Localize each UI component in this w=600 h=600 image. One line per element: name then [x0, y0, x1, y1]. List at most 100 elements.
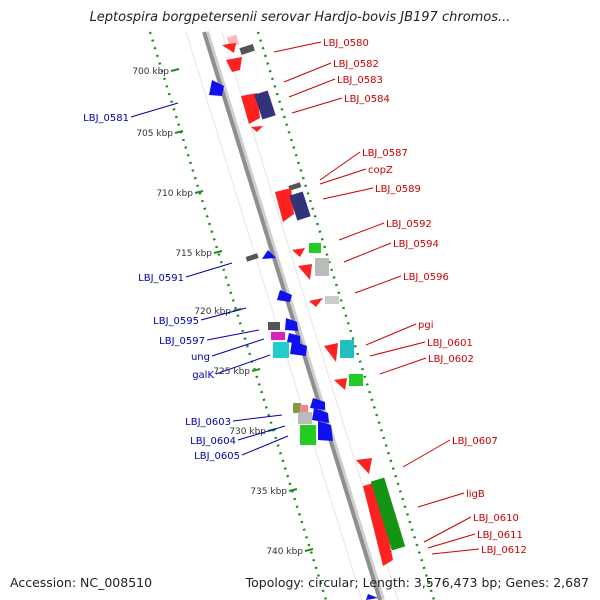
gene-arrow — [290, 341, 307, 356]
gene-label[interactable]: ung — [191, 352, 210, 363]
kbp-tick-label: 735 kbp — [250, 487, 287, 497]
gene-arrow — [241, 93, 260, 124]
gene-arrow — [309, 298, 323, 307]
kbp-tick-mark — [174, 130, 184, 134]
gene-block — [325, 296, 339, 304]
gene-leader-line — [206, 329, 260, 341]
kbp-tick-label: 715 kbp — [175, 249, 212, 259]
gene-arrow — [366, 594, 378, 600]
gene-arrow — [209, 80, 224, 96]
gene-label[interactable]: pgi — [418, 320, 433, 331]
gene-leader-line — [241, 435, 289, 456]
gene-block — [271, 332, 285, 340]
gene-leader-line — [338, 222, 385, 241]
gene-label[interactable]: ligB — [466, 489, 485, 500]
kbp-tick-mark — [213, 250, 223, 254]
kbp-tick-label: 725 kbp — [213, 367, 250, 377]
gene-block — [245, 253, 259, 262]
map-title: Leptospira borgpetersenii serovar Hardjo… — [89, 10, 511, 25]
gene-label[interactable]: LBJ_0583 — [337, 75, 383, 86]
gene-block — [254, 90, 276, 120]
backbone — [202, 31, 382, 600]
gene-label[interactable]: LBJ_0612 — [481, 545, 527, 556]
kbp-tick-label: 710 kbp — [156, 189, 193, 199]
kbp-tick-layer: 700 kbp 705 kbp 710 kbp 715 kbp 720 kbp 725 k… — [132, 67, 314, 557]
gene-label[interactable]: LBJ_0591 — [138, 273, 184, 284]
kbp-tick-mark — [304, 548, 314, 552]
gene-arrow — [324, 343, 338, 362]
gene-label-layer: LBJ_0580 LBJ_0582 LBJ_0583 LBJ_0584 LBJ_0587… — [83, 38, 527, 556]
gene-leader-line — [185, 262, 233, 278]
gene-arrow — [310, 398, 325, 410]
gene-label[interactable]: LBJ_0603 — [185, 417, 231, 428]
gene-arrow — [251, 126, 263, 132]
gene-leader-line — [369, 341, 426, 357]
kbp-tick-mark — [288, 488, 298, 492]
gene-label[interactable]: LBJ_0580 — [323, 38, 369, 49]
gene-block — [300, 405, 308, 413]
gene-arrow — [312, 408, 329, 423]
gene-label[interactable]: LBJ_0605 — [194, 451, 240, 462]
gene-arrow — [318, 421, 333, 441]
gene-leader-line — [288, 78, 336, 98]
gene-block — [315, 258, 329, 276]
gene-label[interactable]: galK — [192, 370, 214, 381]
outer-right-track — [256, 31, 436, 600]
gene-arrow — [277, 290, 292, 302]
forward-genes — [222, 34, 406, 566]
gene-block — [289, 191, 311, 221]
gene-label[interactable]: LBJ_0594 — [393, 239, 439, 250]
gene-label[interactable]: LBJ_0595 — [153, 316, 199, 327]
gene-leader-line — [365, 323, 417, 346]
gene-label[interactable]: LBJ_0601 — [427, 338, 473, 349]
gene-label[interactable]: LBJ_0597 — [159, 336, 205, 347]
reverse-genes — [209, 80, 378, 600]
gene-arrow — [334, 378, 347, 390]
gene-arrow — [363, 482, 393, 566]
gene-block — [288, 182, 302, 191]
gene-arrow — [287, 333, 300, 344]
kbp-tick-mark — [194, 190, 204, 194]
gene-label[interactable]: LBJ_0587 — [362, 148, 408, 159]
gene-block — [300, 425, 316, 445]
gene-leader-line — [343, 242, 392, 263]
gene-leader-line — [232, 414, 283, 422]
gene-block — [273, 342, 289, 358]
gene-label[interactable]: LBJ_0611 — [477, 530, 523, 541]
gene-leader-line — [200, 307, 247, 321]
gene-label[interactable]: LBJ_0610 — [473, 513, 519, 524]
gene-arrow — [262, 250, 276, 259]
kbp-tick-label: 740 kbp — [266, 547, 303, 557]
gene-label[interactable]: LBJ_0589 — [375, 184, 421, 195]
kbp-tick-mark — [251, 368, 261, 372]
gene-leader-line — [130, 102, 179, 118]
gene-arrow — [356, 458, 372, 474]
gene-label[interactable]: LBJ_0592 — [386, 219, 432, 230]
gene-leader-line — [319, 168, 367, 185]
gene-label[interactable]: LBJ_0602 — [428, 354, 474, 365]
gene-label[interactable]: LBJ_0582 — [333, 59, 379, 70]
gene-leader-line — [427, 533, 476, 549]
gene-block — [268, 322, 280, 330]
gene-leader-line — [291, 97, 343, 114]
gene-leader-line — [431, 548, 480, 555]
kbp-tick-mark — [170, 68, 180, 72]
gene-leader-line — [215, 354, 271, 375]
gene-label[interactable]: LBJ_0604 — [190, 436, 236, 447]
gene-leader-line — [379, 357, 427, 375]
gene-label[interactable]: LBJ_0584 — [344, 94, 390, 105]
kbp-tick-label: 720 kbp — [194, 307, 231, 317]
gene-label[interactable]: LBJ_0581 — [83, 113, 129, 124]
gene-arrow — [292, 248, 305, 257]
gene-arrow — [226, 57, 242, 72]
gene-leader-line — [402, 439, 451, 468]
gene-leader-line — [423, 516, 472, 543]
gene-arrow — [298, 264, 312, 280]
gene-label[interactable]: LBJ_0596 — [403, 272, 449, 283]
gene-block — [370, 477, 406, 551]
gene-label[interactable]: copZ — [368, 165, 393, 176]
gene-label[interactable]: LBJ_0607 — [452, 436, 498, 447]
gene-block — [340, 340, 354, 358]
gene-block — [309, 243, 321, 253]
